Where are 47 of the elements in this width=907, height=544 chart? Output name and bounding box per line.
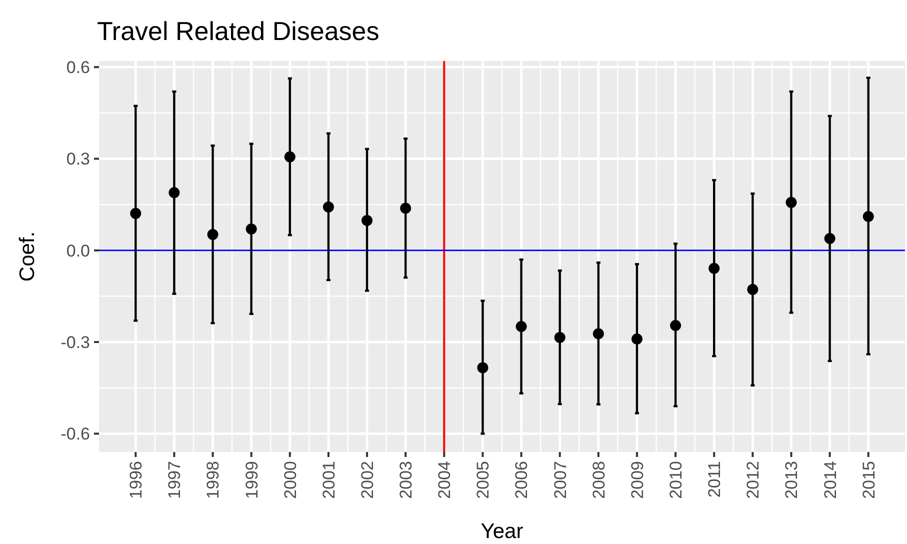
point [400,202,412,214]
x-tick-label: 2006 [512,461,532,499]
x-tick-label: 2009 [628,461,647,499]
x-tick-label: 2015 [859,461,878,499]
point [862,210,874,222]
x-tick-label: 2007 [550,461,570,499]
y-tick-label: 0.6 [66,58,90,78]
x-tick-label: 1999 [242,461,262,499]
x-tick-label: 2013 [782,461,802,499]
point [670,320,682,332]
x-tick-label: 2004 [435,461,454,499]
point [207,229,218,240]
y-tick-label: 0.3 [66,150,90,169]
point [284,151,296,162]
x-axis-title: Year [480,520,524,543]
point [362,214,373,226]
x-tick-label: 2014 [820,461,840,499]
x-tick-label: 2011 [705,461,724,498]
point [786,196,797,208]
x-tick-label: 2012 [744,461,763,499]
y-axis-title: Coef. [16,231,39,282]
x-tick-label: 2010 [666,461,686,499]
point [592,328,604,340]
point [708,262,720,274]
x-tick-label: 2002 [358,461,377,499]
point [477,362,488,374]
point [554,332,566,343]
x-tick-label: 2005 [474,461,493,499]
x-tick-label: 1997 [165,461,184,499]
x-tick-label: 2003 [396,461,416,499]
point [168,187,180,198]
point [747,284,758,295]
point [516,320,527,332]
chart-title: Travel Related Diseases [97,16,380,46]
point [246,224,257,234]
point [631,333,642,344]
x-tick-label: 1998 [204,461,223,499]
x-tick-label: 1996 [126,461,146,499]
y-tick-label: 0.0 [66,241,90,260]
point [130,208,142,219]
y-tick-label: -0.6 [60,424,90,444]
x-tick-label: 2001 [319,461,338,499]
x-tick-label: 2000 [280,461,300,499]
point [322,202,334,212]
y-tick-label: -0.3 [60,332,90,352]
x-tick-label: 2008 [589,461,608,499]
point [824,232,836,244]
